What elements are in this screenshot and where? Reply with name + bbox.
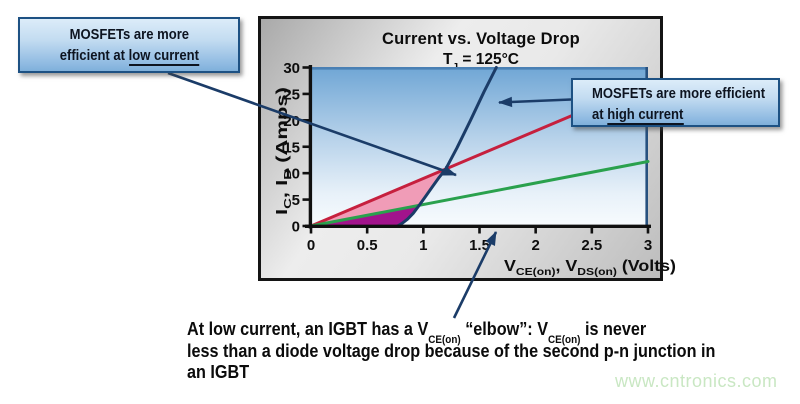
y-tick-label: 25 xyxy=(283,86,300,103)
x-tick-label: 1 xyxy=(419,237,427,254)
leader-arrow-elbow-note xyxy=(452,231,498,319)
chart-title: Current vs. Voltage Drop xyxy=(382,30,580,48)
series-mosfet-line-green xyxy=(309,160,650,228)
callout-high-current-box: MOSFETs are more efficient at high curre… xyxy=(571,78,780,127)
x-tick-label: 0 xyxy=(307,237,315,254)
callout-low-line1: MOSFETs are more xyxy=(69,27,189,43)
y-tick-label: 10 xyxy=(283,166,300,183)
y-tick-label: 15 xyxy=(283,139,300,156)
note-line-2: less than a diode voltage drop because o… xyxy=(187,340,716,361)
note-line-3: an IGBT xyxy=(187,362,250,382)
y-tick-label: 30 xyxy=(283,60,300,77)
callout-low-current-box: MOSFETs are more efficient at low curren… xyxy=(18,17,240,73)
watermark: www.cntronics.com xyxy=(615,371,778,391)
series-igbt-elbow-curve-navy xyxy=(396,66,498,228)
y-tick-label: 0 xyxy=(292,219,300,236)
note-line-1: At low current, an IGBT has a VCE(on) “e… xyxy=(187,319,647,346)
x-tick-label: 0.5 xyxy=(357,237,378,254)
underlined-high-current: high current xyxy=(607,107,684,125)
y-axis-label: IC, ID (Amps) xyxy=(274,87,294,215)
x-tick-label: 3 xyxy=(644,237,652,254)
leader-arrow-low-current xyxy=(167,71,457,177)
x-tick-label: 2 xyxy=(531,237,539,254)
callout-high-line1: MOSFETs are more efficient xyxy=(592,86,766,102)
underlined-low-current: low current xyxy=(128,48,199,66)
callout-low-line2: efficient at low current xyxy=(59,48,199,66)
x-axis-label: V CE(on), V DS(on) (Volts) xyxy=(504,258,676,278)
x-tick-label: 2.5 xyxy=(581,237,602,254)
subtitle-value: = 125°C xyxy=(458,51,519,68)
y-tick-label: 5 xyxy=(292,192,300,209)
subtitle-symbol: T xyxy=(443,51,453,68)
leader-arrow-high-current xyxy=(498,96,572,108)
callout-high-line2: at high current xyxy=(592,107,684,125)
note-text: At low current, an IGBT has a VCE(on) “e… xyxy=(187,319,799,384)
x-tick-label: 1.5 xyxy=(469,237,490,254)
